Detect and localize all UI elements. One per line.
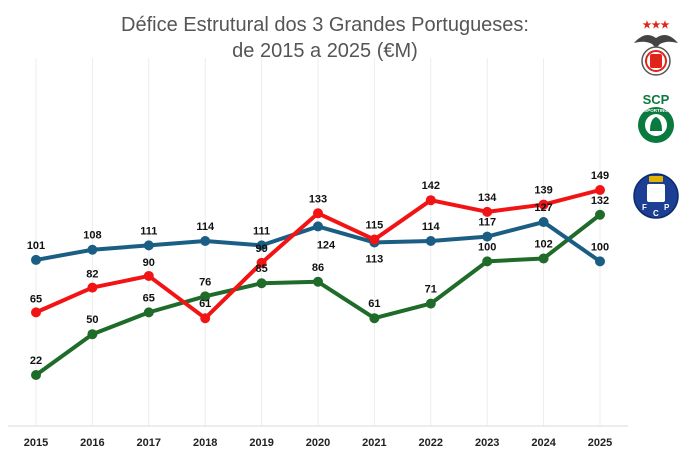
- data-label: 111: [140, 225, 157, 237]
- x-tick-label: 2021: [362, 437, 386, 449]
- data-label: 22: [30, 355, 42, 367]
- data-label: 61: [199, 298, 211, 310]
- data-label: 139: [534, 185, 552, 197]
- data-point: [482, 256, 493, 267]
- x-axis: 2015 2016 2017 2018 2019 2020 2021 2022 2023 2024…: [8, 425, 628, 449]
- x-tick-label: 2020: [306, 437, 330, 449]
- data-label: 132: [591, 195, 609, 207]
- porto-crown-icon: [649, 176, 663, 182]
- data-label: 114: [422, 221, 441, 233]
- data-point: [200, 291, 211, 302]
- x-tick-label: 2024: [531, 437, 556, 449]
- chart-title-line-1: Défice Estrutural dos 3 Grandes Portugue…: [121, 14, 529, 36]
- x-tick-label: 2018: [193, 437, 217, 449]
- data-point: [87, 244, 98, 255]
- benfica-shield-inner-icon: [650, 54, 662, 68]
- data-label: 90: [143, 257, 155, 269]
- data-point: [87, 282, 98, 293]
- data-point: [482, 231, 493, 242]
- sporting-logo: SCP SPORTING: [638, 92, 674, 143]
- data-point: [31, 254, 41, 265]
- series-layer: [31, 185, 605, 380]
- data-label: 65: [143, 292, 155, 304]
- data-label: 82: [86, 269, 98, 281]
- x-tick-label: 2019: [249, 437, 273, 449]
- data-point: [143, 270, 154, 281]
- data-label: 115: [366, 220, 384, 232]
- porto-letter-c: C: [653, 209, 659, 218]
- data-point: [595, 256, 605, 267]
- data-label: 134: [478, 192, 497, 204]
- data-point: [200, 235, 211, 246]
- porto-logo: F C P: [633, 173, 679, 219]
- data-label: 114: [196, 221, 215, 233]
- porto-letter-f: F: [642, 203, 647, 212]
- data-point: [143, 240, 154, 251]
- data-label: 50: [86, 314, 98, 326]
- data-point: [425, 298, 436, 309]
- x-tick-label: 2022: [419, 437, 443, 449]
- data-label: 101: [27, 240, 45, 252]
- data-label: 113: [366, 253, 384, 265]
- data-point: [313, 221, 323, 232]
- data-point: [595, 185, 605, 195]
- data-point: [425, 195, 436, 206]
- data-label: 111: [253, 225, 270, 237]
- porto-letter-p: P: [664, 203, 670, 212]
- data-point: [538, 199, 549, 210]
- data-label: 142: [422, 180, 440, 192]
- benfica-wheel-icon: [645, 50, 667, 72]
- x-tick-label: 2023: [475, 437, 499, 449]
- data-label: 61: [368, 298, 380, 310]
- data-point: [313, 276, 323, 287]
- sporting-initials: SCP: [643, 92, 670, 107]
- data-point: [538, 253, 549, 264]
- data-label: 124: [317, 239, 336, 251]
- chart-title: Défice Estrutural dos 3 Grandes Portugue…: [121, 14, 529, 62]
- data-point: [313, 208, 323, 219]
- data-label: 127: [534, 202, 552, 214]
- data-point: [31, 370, 41, 380]
- x-tick-label: 2017: [137, 437, 161, 449]
- data-point: [87, 329, 98, 340]
- x-tick-label: 2015: [24, 437, 48, 449]
- lion-icon: [650, 117, 662, 131]
- data-point: [482, 206, 493, 217]
- data-label: 149: [591, 170, 609, 182]
- data-point: [538, 217, 549, 228]
- sporting-ring-text: SPORTING: [644, 108, 668, 113]
- data-label: 86: [312, 262, 324, 274]
- x-tick-label: 2016: [80, 437, 104, 449]
- data-label: 71: [425, 284, 437, 296]
- data-point: [256, 257, 267, 268]
- data-point: [595, 209, 605, 220]
- data-labels: 22 50 65 76 85 86 61 71 100 102 132 101 108 111 114 111…: [27, 170, 609, 367]
- data-label: 102: [534, 238, 552, 250]
- data-point: [200, 313, 211, 324]
- data-point: [31, 307, 41, 318]
- data-label: 65: [30, 293, 42, 305]
- data-point: [369, 234, 380, 245]
- benfica-logo: ★★★: [634, 20, 678, 76]
- data-label: 117: [478, 217, 496, 229]
- data-label: 76: [199, 276, 211, 288]
- eagle-icon: [634, 34, 678, 48]
- data-point: [369, 313, 380, 324]
- data-label: 100: [591, 241, 609, 253]
- data-label: 133: [309, 193, 327, 205]
- data-point: [425, 235, 436, 246]
- data-point: [143, 307, 154, 318]
- data-point: [256, 240, 267, 251]
- porto-shield-icon: [647, 184, 665, 202]
- data-label: 100: [478, 241, 496, 253]
- chart-title-line-2: de 2015 a 2025 (€M): [232, 40, 418, 62]
- data-label: 85: [255, 263, 267, 275]
- club-logos: ★★★ SCP SPORTING F C P: [633, 20, 679, 219]
- x-tick-label: 2025: [588, 437, 612, 449]
- data-label: 99: [255, 243, 267, 255]
- data-label: 108: [83, 230, 101, 242]
- benfica-stars: ★★★: [643, 20, 670, 31]
- data-point: [256, 278, 267, 289]
